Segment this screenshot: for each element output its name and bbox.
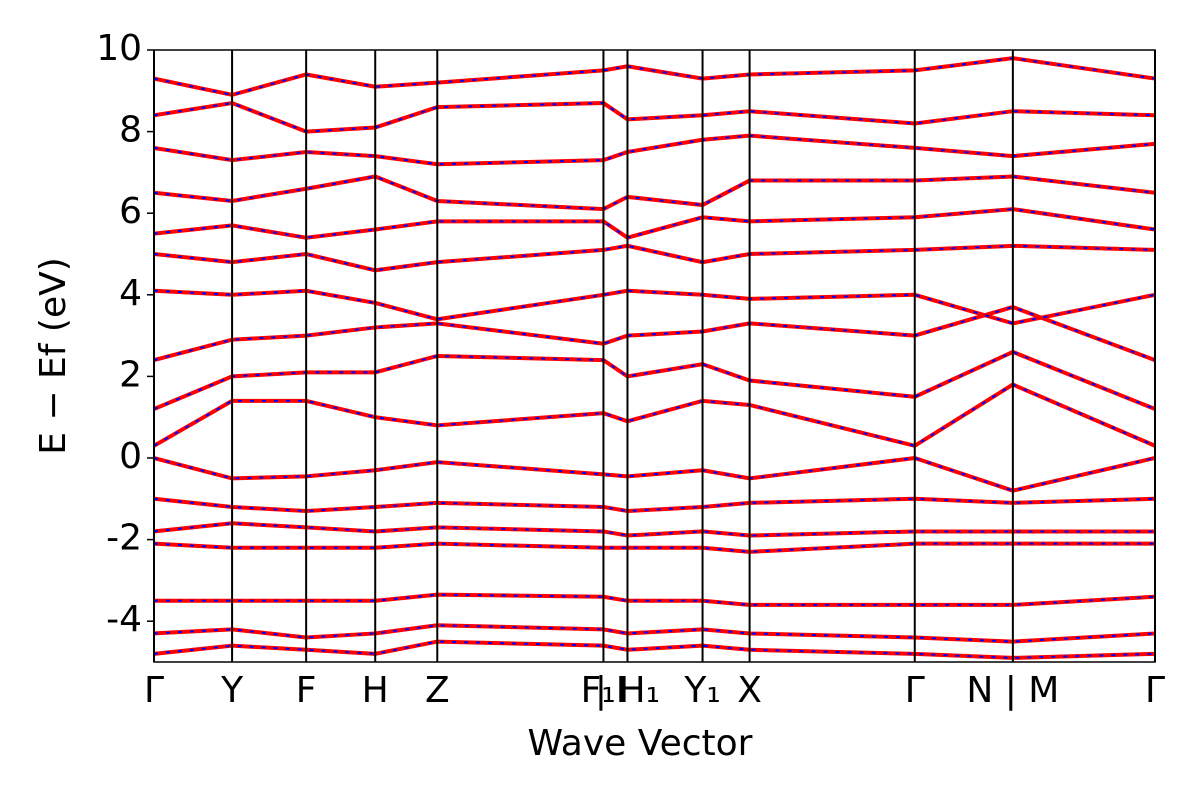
y-tick-label: 10 [96,28,142,69]
band-line [154,639,1155,660]
band-line-dash [154,289,1155,325]
x-tick-label: N | M [966,670,1059,711]
band-line-dash [154,208,1155,239]
band-line-dash [154,456,1155,492]
y-tick-label: 4 [119,273,142,314]
x-tick-label: F [296,670,317,711]
band-line [154,496,1155,514]
band-line [154,56,1155,97]
y-axis-label: E − Ef (eV) [33,257,74,455]
band-line [154,243,1155,273]
band-line [154,623,1155,644]
band-line [154,382,1155,448]
band-line-dash [154,383,1155,447]
x-tick-label: F₁I [581,670,627,711]
y-tick-label: -2 [106,518,142,559]
band-line [154,207,1155,240]
band-line-dash [154,175,1155,211]
x-tick-label: Γ [905,670,925,711]
band-line-dash [154,102,1155,133]
band-line [154,288,1155,326]
band-line [154,521,1155,538]
band-line-dash [154,134,1155,166]
band-line [154,174,1155,212]
x-tick-label: Z [425,670,450,711]
x-tick-label: Γ [1145,670,1165,711]
y-tick-label: 6 [119,191,142,232]
x-tick-label: H [362,670,389,711]
x-tick-label: Γ [144,670,164,711]
band-line [154,455,1155,493]
y-tick-label: 0 [119,436,142,477]
plot-frame [153,49,1156,663]
band-line-dash [154,305,1155,362]
y-tick-label: -4 [106,599,142,640]
band-line [154,541,1155,554]
band-line [154,100,1155,134]
x-tick-label: Y [220,670,244,711]
band-line [154,592,1155,607]
x-tick-label: | H₁ [595,670,660,711]
band-line [154,304,1155,363]
y-tick-label: 8 [119,110,142,151]
x-tick-label: X [737,670,762,711]
y-tick-label: 2 [119,354,142,395]
x-tick-label: Y₁ [683,670,720,711]
x-axis-label: Wave Vector [528,723,753,764]
band-line-dash [154,350,1155,410]
band-line [154,133,1155,167]
band-line-dash [154,244,1155,272]
